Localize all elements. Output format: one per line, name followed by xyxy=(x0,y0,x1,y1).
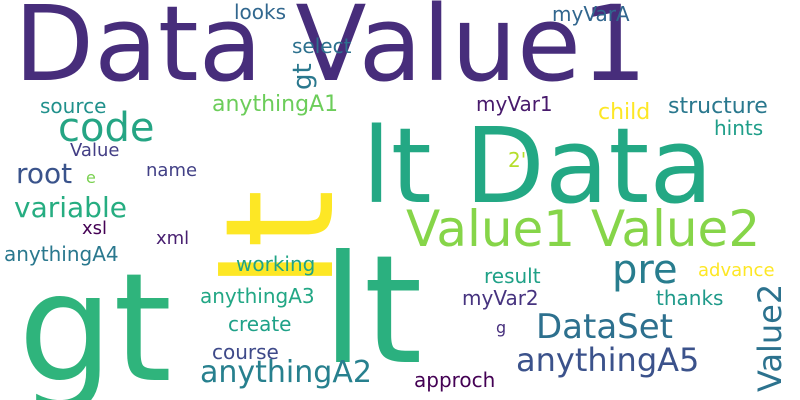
word-dataset: DataSet xyxy=(536,307,674,347)
word-select: select xyxy=(292,34,352,58)
word-advance: advance xyxy=(698,260,775,281)
word-root: root xyxy=(16,157,73,190)
word-variable: variable xyxy=(14,191,127,224)
word-code: code xyxy=(58,105,155,151)
word-working: working xyxy=(236,252,316,276)
word-structure: structure xyxy=(668,94,768,119)
word-looks: looks xyxy=(234,0,287,24)
word-lt-large: lt xyxy=(322,224,423,398)
word-xml: xml xyxy=(156,228,190,249)
word-myvar1: myVar1 xyxy=(476,92,553,116)
word-approch: approch xyxy=(414,368,496,392)
word-myvara: myVarA xyxy=(552,2,630,26)
word-value1-value2: Value1 Value2 xyxy=(406,200,761,258)
word-child: child xyxy=(598,100,651,125)
word-source: source xyxy=(40,94,107,118)
word-result: result xyxy=(484,264,541,288)
word-e: e xyxy=(86,168,96,187)
word-data-value1: Data Value1 xyxy=(14,0,648,105)
word-2-quote: 2' xyxy=(508,148,527,172)
word-myvar2: myVar2 xyxy=(462,286,539,310)
word-anythinga4: anythingA4 xyxy=(4,242,119,266)
word-value2-rotated: Value2 xyxy=(751,283,789,392)
word-name: name xyxy=(146,160,198,181)
word-pre: pre xyxy=(612,247,678,293)
word-anythinga3: anythingA3 xyxy=(200,284,315,308)
word-anythinga5: anythingA5 xyxy=(516,341,700,379)
word-value-small: Value xyxy=(70,140,120,161)
word-lt-data-large: lt Data xyxy=(362,105,714,227)
word-gt-large: gt xyxy=(18,242,173,400)
word-gt-rotated: gt xyxy=(288,63,318,90)
word-thanks: thanks xyxy=(656,286,724,310)
word-anythinga1: anythingA1 xyxy=(212,92,339,117)
word-hints: hints xyxy=(714,116,764,140)
word-xsl: xsl xyxy=(82,218,108,239)
word-course: course xyxy=(212,340,279,364)
word-anythinga2: anythingA2 xyxy=(200,355,372,390)
word-g: g xyxy=(496,318,507,337)
word-create: create xyxy=(228,312,292,336)
